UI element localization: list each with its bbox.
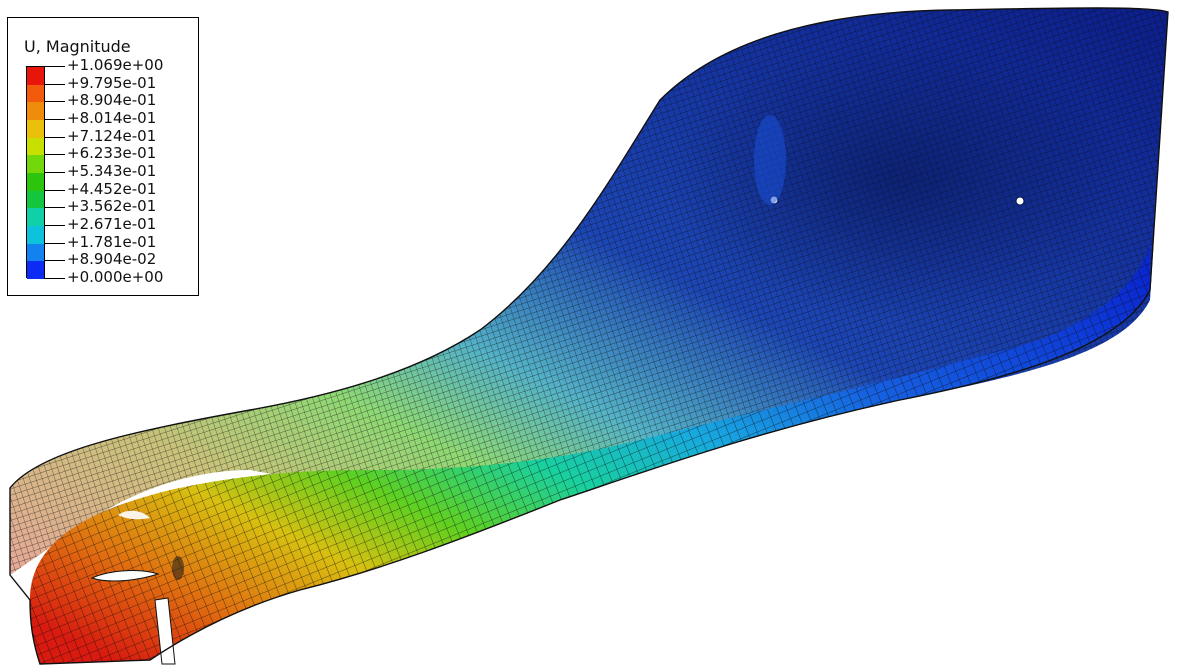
upper-surface bbox=[10, 8, 1168, 575]
legend-value-label: +8.014e-01 bbox=[67, 109, 157, 127]
legend-title: U, Magnitude bbox=[24, 37, 131, 56]
legend-value-label: +6.233e-01 bbox=[67, 144, 157, 163]
legend-value-label: +8.904e-01 bbox=[67, 91, 157, 110]
legend-band bbox=[27, 84, 44, 103]
legend-tick bbox=[44, 278, 65, 279]
contour-legend: U, Magnitude +1.069e+00 +9.795e-01 +8.904e… bbox=[7, 17, 199, 296]
legend-band bbox=[27, 137, 44, 156]
legend-band bbox=[27, 243, 44, 262]
lower-surface bbox=[30, 240, 1150, 665]
legend-tick bbox=[44, 101, 65, 103]
legend-tick bbox=[44, 172, 65, 173]
legend-tick bbox=[44, 136, 65, 138]
legend-value-label: +3.562e-01 bbox=[67, 197, 157, 216]
legend-value-label: +5.343e-01 bbox=[67, 162, 157, 180]
legend-color-bar bbox=[26, 66, 45, 280]
legend-value-label: +4.452e-01 bbox=[67, 179, 157, 198]
legend-tick bbox=[44, 189, 65, 191]
legend-band bbox=[27, 226, 44, 245]
bolt-hole bbox=[1015, 196, 1025, 206]
legend-tick bbox=[44, 242, 65, 244]
legend-band bbox=[27, 155, 44, 174]
legend-tick bbox=[44, 119, 65, 120]
legend-band bbox=[27, 190, 44, 209]
legend-tick bbox=[44, 154, 65, 156]
legend-band bbox=[27, 120, 44, 139]
legend-tick bbox=[44, 207, 65, 209]
legend-band bbox=[27, 173, 44, 192]
legend-value-label: +7.124e-01 bbox=[67, 126, 157, 145]
legend-tick bbox=[44, 83, 65, 85]
part-outline bbox=[9, 7, 1169, 665]
legend-band bbox=[27, 67, 44, 86]
legend-value-label: +9.795e-01 bbox=[67, 73, 157, 92]
legend-value-label: +8.904e-02 bbox=[67, 250, 157, 269]
legend-band bbox=[27, 102, 44, 121]
legend-value-label: +2.671e-01 bbox=[67, 215, 157, 233]
legend-tick bbox=[44, 225, 65, 226]
legend-tick bbox=[44, 260, 65, 262]
legend-value-label: +1.781e-01 bbox=[67, 232, 157, 251]
legend-value-label: +0.000e+00 bbox=[67, 268, 164, 286]
legend-band bbox=[27, 208, 44, 227]
legend-tick bbox=[44, 66, 65, 67]
legend-band bbox=[27, 261, 44, 280]
legend-value-label: +1.069e+00 bbox=[67, 56, 164, 74]
